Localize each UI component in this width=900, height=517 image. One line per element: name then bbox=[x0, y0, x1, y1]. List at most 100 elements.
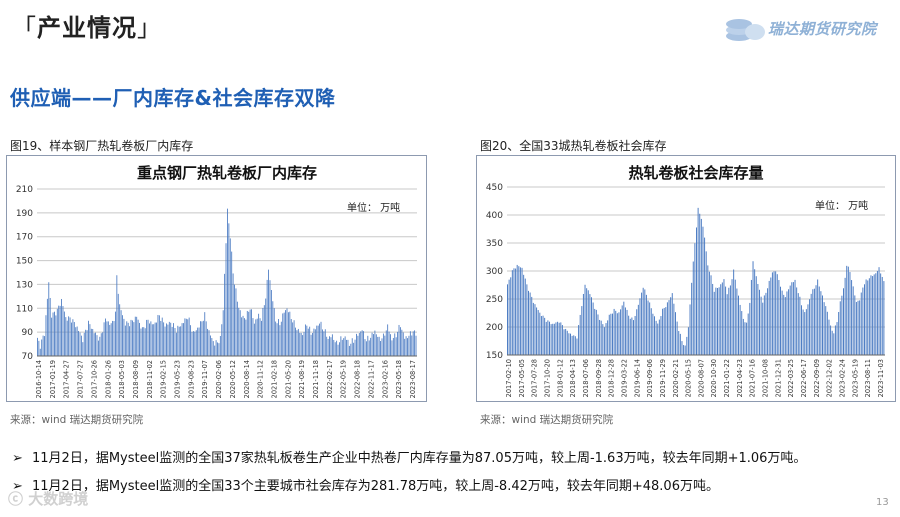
bar bbox=[739, 304, 741, 355]
bar bbox=[401, 329, 403, 356]
bar bbox=[623, 301, 625, 355]
y-tick-label: 190 bbox=[16, 209, 33, 219]
x-tick-label: 2019-08-23 bbox=[187, 360, 195, 398]
bar bbox=[660, 316, 662, 355]
bar bbox=[171, 326, 173, 356]
bar bbox=[236, 301, 238, 356]
x-tick-label: 2021-01-22 bbox=[723, 359, 731, 397]
bar bbox=[523, 274, 525, 355]
bar bbox=[307, 328, 309, 356]
x-tick-label: 2019-11-07 bbox=[201, 360, 209, 398]
page-number: 13 bbox=[876, 497, 889, 508]
bar bbox=[731, 279, 733, 355]
bar bbox=[110, 323, 112, 356]
bar bbox=[526, 284, 528, 355]
bar bbox=[103, 322, 105, 356]
x-tick-label: 2023-11-03 bbox=[877, 359, 885, 397]
bar bbox=[780, 286, 781, 355]
bar bbox=[781, 290, 783, 355]
bar bbox=[261, 320, 262, 356]
bar bbox=[38, 340, 40, 356]
bar bbox=[320, 321, 322, 356]
bar bbox=[518, 266, 520, 355]
bar bbox=[44, 336, 45, 356]
bar bbox=[323, 331, 325, 356]
bar bbox=[515, 268, 517, 355]
x-tick-label: 2019-02-15 bbox=[160, 360, 168, 398]
bar bbox=[219, 336, 221, 356]
bar bbox=[297, 328, 299, 356]
x-tick-label: 2017-10-20 bbox=[543, 359, 551, 397]
bar bbox=[290, 319, 292, 356]
x-tick-label: 2020-02-21 bbox=[672, 359, 680, 397]
bar bbox=[200, 321, 201, 356]
bar bbox=[592, 302, 594, 355]
bar bbox=[221, 324, 223, 356]
bar bbox=[164, 326, 166, 356]
bar bbox=[364, 339, 366, 356]
bar bbox=[348, 345, 350, 356]
bar bbox=[61, 298, 62, 356]
bar bbox=[545, 321, 547, 355]
bar bbox=[156, 322, 157, 356]
bar bbox=[673, 303, 675, 355]
bar bbox=[92, 328, 94, 356]
bar bbox=[844, 277, 846, 355]
bar bbox=[238, 307, 240, 356]
bar bbox=[312, 332, 313, 356]
bar bbox=[154, 322, 156, 356]
bar bbox=[791, 282, 793, 355]
bar bbox=[571, 335, 573, 355]
bar bbox=[394, 333, 396, 356]
x-tick-label: 2019-05-23 bbox=[174, 360, 182, 398]
y-tick-label: 250 bbox=[486, 295, 503, 305]
x-tick-label: 2019-11-29 bbox=[659, 359, 667, 397]
y-tick-label: 130 bbox=[16, 280, 33, 290]
bar bbox=[773, 271, 775, 355]
bar bbox=[528, 290, 529, 355]
bar bbox=[95, 332, 97, 356]
bar bbox=[306, 325, 308, 356]
bar bbox=[280, 321, 282, 356]
bar bbox=[54, 311, 55, 356]
bar bbox=[207, 328, 209, 356]
bar bbox=[51, 317, 53, 356]
x-tick-label: 2020-02-06 bbox=[215, 360, 223, 398]
bar bbox=[371, 332, 373, 356]
bar bbox=[300, 332, 302, 356]
bar bbox=[158, 315, 160, 356]
bar bbox=[336, 340, 338, 356]
x-tick-label: 2022-09-09 bbox=[813, 359, 821, 397]
bar bbox=[167, 324, 169, 356]
bar bbox=[331, 334, 333, 356]
bar bbox=[143, 327, 145, 356]
bar bbox=[738, 295, 739, 355]
x-tick-label: 2017-07-28 bbox=[531, 359, 539, 397]
x-tick-label: 2017-05-05 bbox=[518, 359, 526, 397]
bar bbox=[392, 337, 394, 356]
bar bbox=[796, 287, 798, 355]
bar bbox=[151, 324, 153, 356]
bar bbox=[327, 338, 329, 356]
bar bbox=[73, 322, 75, 356]
bar bbox=[553, 323, 555, 355]
bar bbox=[52, 312, 54, 356]
y-tick-label: 400 bbox=[486, 211, 503, 221]
bar bbox=[150, 321, 152, 356]
x-tick-label: 2021-12-31 bbox=[774, 359, 782, 397]
bar bbox=[723, 279, 725, 355]
bar bbox=[852, 286, 854, 355]
bar bbox=[557, 321, 559, 355]
bar bbox=[792, 282, 794, 355]
bar bbox=[46, 298, 48, 356]
bar bbox=[269, 280, 271, 356]
bar bbox=[289, 311, 291, 356]
bar bbox=[163, 322, 165, 356]
bar bbox=[127, 322, 129, 356]
bar bbox=[576, 338, 578, 355]
bar bbox=[662, 308, 664, 355]
bar bbox=[847, 266, 849, 355]
bar bbox=[334, 342, 336, 356]
bar bbox=[566, 330, 568, 355]
y-tick-label: 350 bbox=[486, 239, 503, 249]
